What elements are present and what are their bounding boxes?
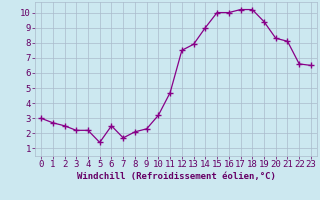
X-axis label: Windchill (Refroidissement éolien,°C): Windchill (Refroidissement éolien,°C) xyxy=(76,172,276,181)
